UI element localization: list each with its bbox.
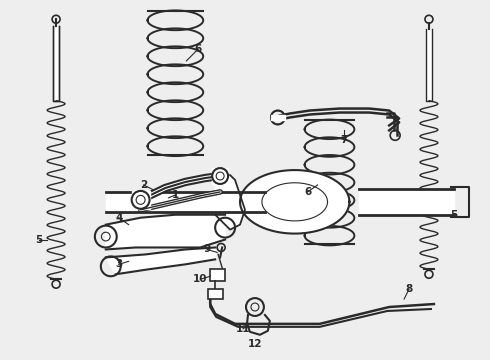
Text: 10: 10: [193, 274, 207, 284]
Text: 6: 6: [195, 44, 202, 54]
Polygon shape: [212, 168, 228, 184]
Text: 6: 6: [304, 187, 311, 197]
Text: 3: 3: [115, 259, 122, 269]
Polygon shape: [132, 191, 149, 209]
Polygon shape: [106, 192, 265, 212]
Text: 9: 9: [204, 244, 211, 255]
Text: 5: 5: [450, 210, 458, 220]
Polygon shape: [106, 215, 225, 249]
Polygon shape: [426, 29, 432, 100]
Polygon shape: [215, 175, 245, 230]
Polygon shape: [106, 247, 215, 274]
Text: 11: 11: [236, 324, 250, 334]
Text: 12: 12: [247, 339, 262, 349]
Polygon shape: [53, 26, 59, 100]
Text: 8: 8: [405, 284, 413, 294]
Polygon shape: [240, 170, 349, 234]
Bar: [210, 269, 225, 281]
Text: 7: 7: [341, 135, 348, 145]
Text: 1: 1: [172, 190, 179, 200]
Polygon shape: [359, 189, 454, 215]
Text: 4: 4: [115, 213, 122, 223]
Text: 5: 5: [36, 234, 43, 244]
Text: 2: 2: [140, 180, 147, 190]
Bar: [208, 289, 223, 299]
Polygon shape: [271, 114, 285, 121]
